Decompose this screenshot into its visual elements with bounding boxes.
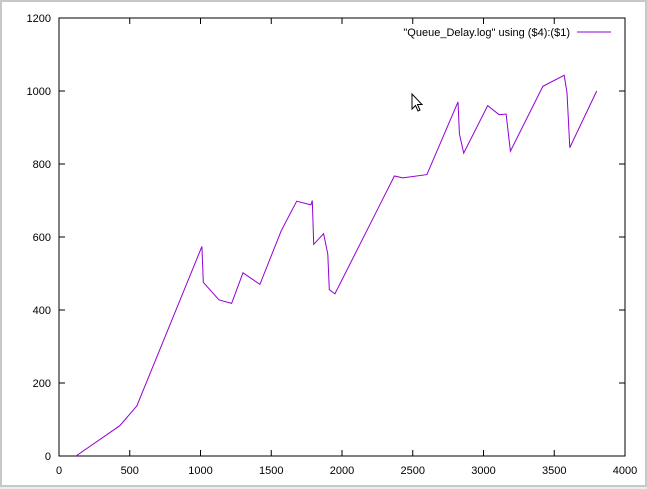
x-tick-label: 3500 xyxy=(542,465,566,477)
legend-label: "Queue_Delay.log" using ($4):($1) xyxy=(403,27,570,39)
y-tick-label: 600 xyxy=(33,232,51,244)
y-tick-label: 800 xyxy=(33,159,51,171)
y-tick-label: 1200 xyxy=(27,13,51,25)
x-tick-label: 500 xyxy=(121,465,139,477)
cursor-arrow-icon xyxy=(411,92,424,112)
y-axis: 0 200 400 600 800 1000 1200 xyxy=(27,13,625,463)
series-line-queue-delay xyxy=(75,74,598,457)
y-tick-label: 400 xyxy=(33,305,51,317)
x-tick-label: 4000 xyxy=(613,465,637,477)
y-tick-label: 1000 xyxy=(27,86,51,98)
plot-area-border xyxy=(58,17,626,457)
x-tick-label: 1500 xyxy=(259,465,283,477)
x-tick-label: 0 xyxy=(56,465,62,477)
x-tick-label: 3000 xyxy=(471,465,495,477)
x-tick-label: 2000 xyxy=(330,465,354,477)
x-tick-label: 1000 xyxy=(188,465,212,477)
legend: "Queue_Delay.log" using ($4):($1) xyxy=(403,27,611,39)
x-tick-label: 2500 xyxy=(401,465,425,477)
y-tick-label: 0 xyxy=(45,451,51,463)
y-tick-label: 200 xyxy=(33,378,51,390)
x-axis: 0 500 1000 1500 2000 2500 3000 3500 4000 xyxy=(56,18,637,477)
